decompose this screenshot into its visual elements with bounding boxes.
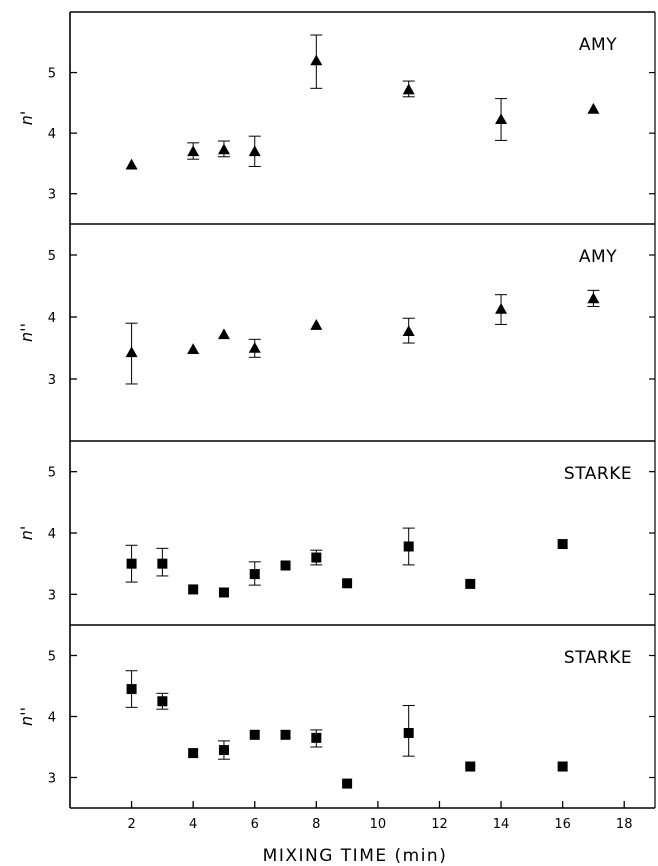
data-point [188, 748, 199, 759]
y-tick-label: 4 [48, 311, 56, 326]
data-point [187, 343, 200, 355]
x-axis: 2 4 6 8 10 12 14 16 18 MIXING TIME (min) [70, 801, 655, 866]
x-tick-label: 12 [431, 817, 448, 832]
x-tick-label: 16 [554, 817, 571, 832]
data-point [217, 328, 230, 340]
x-axis-title: MIXING TIME (min) [263, 846, 448, 866]
data-point [248, 342, 261, 353]
data-point [557, 539, 568, 550]
data-point [403, 727, 414, 738]
data-point [495, 113, 508, 125]
data-point [217, 143, 230, 155]
data-point [310, 319, 323, 330]
y-tick-label: 3 [48, 772, 56, 787]
y-tick-label: 3 [48, 373, 56, 388]
data-point [495, 302, 508, 314]
x-tick-label: 14 [493, 817, 510, 832]
y-axis-label: n' [17, 111, 36, 126]
panel-label: AMY [579, 35, 617, 55]
panel-label: STARKE [564, 648, 632, 668]
data-point [557, 761, 568, 772]
y-tick-label: 5 [48, 67, 56, 82]
data-point [403, 541, 414, 552]
y-tick-label: 3 [48, 588, 56, 603]
data-point [157, 696, 168, 707]
data-point [280, 560, 291, 571]
data-point [402, 325, 415, 337]
data-point [249, 729, 260, 740]
data-point [465, 578, 476, 589]
data-point [310, 54, 323, 66]
x-tick-label: 18 [616, 817, 633, 832]
data-point [126, 558, 137, 569]
panel-4: 3 4 5 n'' STARKE [17, 624, 656, 808]
data-point [587, 102, 600, 114]
data-point [311, 552, 322, 563]
data-point [125, 158, 138, 170]
data-point [218, 587, 229, 598]
data-point [280, 729, 291, 740]
panel-label: STARKE [564, 464, 632, 484]
x-tick-label: 4 [189, 817, 197, 832]
y-axis-label: n'' [17, 323, 36, 342]
data-point [187, 145, 200, 157]
x-tick-label: 8 [312, 817, 320, 832]
data-point [342, 778, 353, 789]
data-point [249, 569, 260, 580]
y-tick-label: 5 [48, 650, 56, 665]
x-tick-label: 6 [251, 817, 259, 832]
data-point [402, 83, 415, 95]
data-point [157, 558, 168, 569]
data-point [342, 578, 353, 589]
y-axis-label: n' [17, 526, 36, 541]
panel-3: 3 4 5 n' STARKE [17, 440, 656, 625]
data-point [126, 684, 137, 695]
y-tick-label: 5 [48, 249, 56, 264]
data-point [218, 745, 229, 756]
panel-1: 3 4 5 n' AMY [17, 11, 656, 224]
data-point [125, 346, 138, 358]
panel-2: 3 4 5 n'' AMY [17, 223, 656, 441]
data-point [248, 145, 261, 157]
y-axis-label: n'' [17, 707, 36, 726]
data-point [587, 292, 600, 304]
y-tick-label: 3 [48, 188, 56, 203]
data-point [311, 732, 322, 743]
y-tick-label: 4 [48, 527, 56, 542]
panel-label: AMY [579, 247, 617, 267]
y-tick-label: 4 [48, 711, 56, 726]
data-point [188, 584, 199, 595]
y-tick-label: 4 [48, 127, 56, 142]
data-point [465, 761, 476, 772]
y-tick-label: 5 [48, 466, 56, 481]
x-tick-label: 10 [370, 817, 387, 832]
x-tick-label: 2 [127, 817, 135, 832]
